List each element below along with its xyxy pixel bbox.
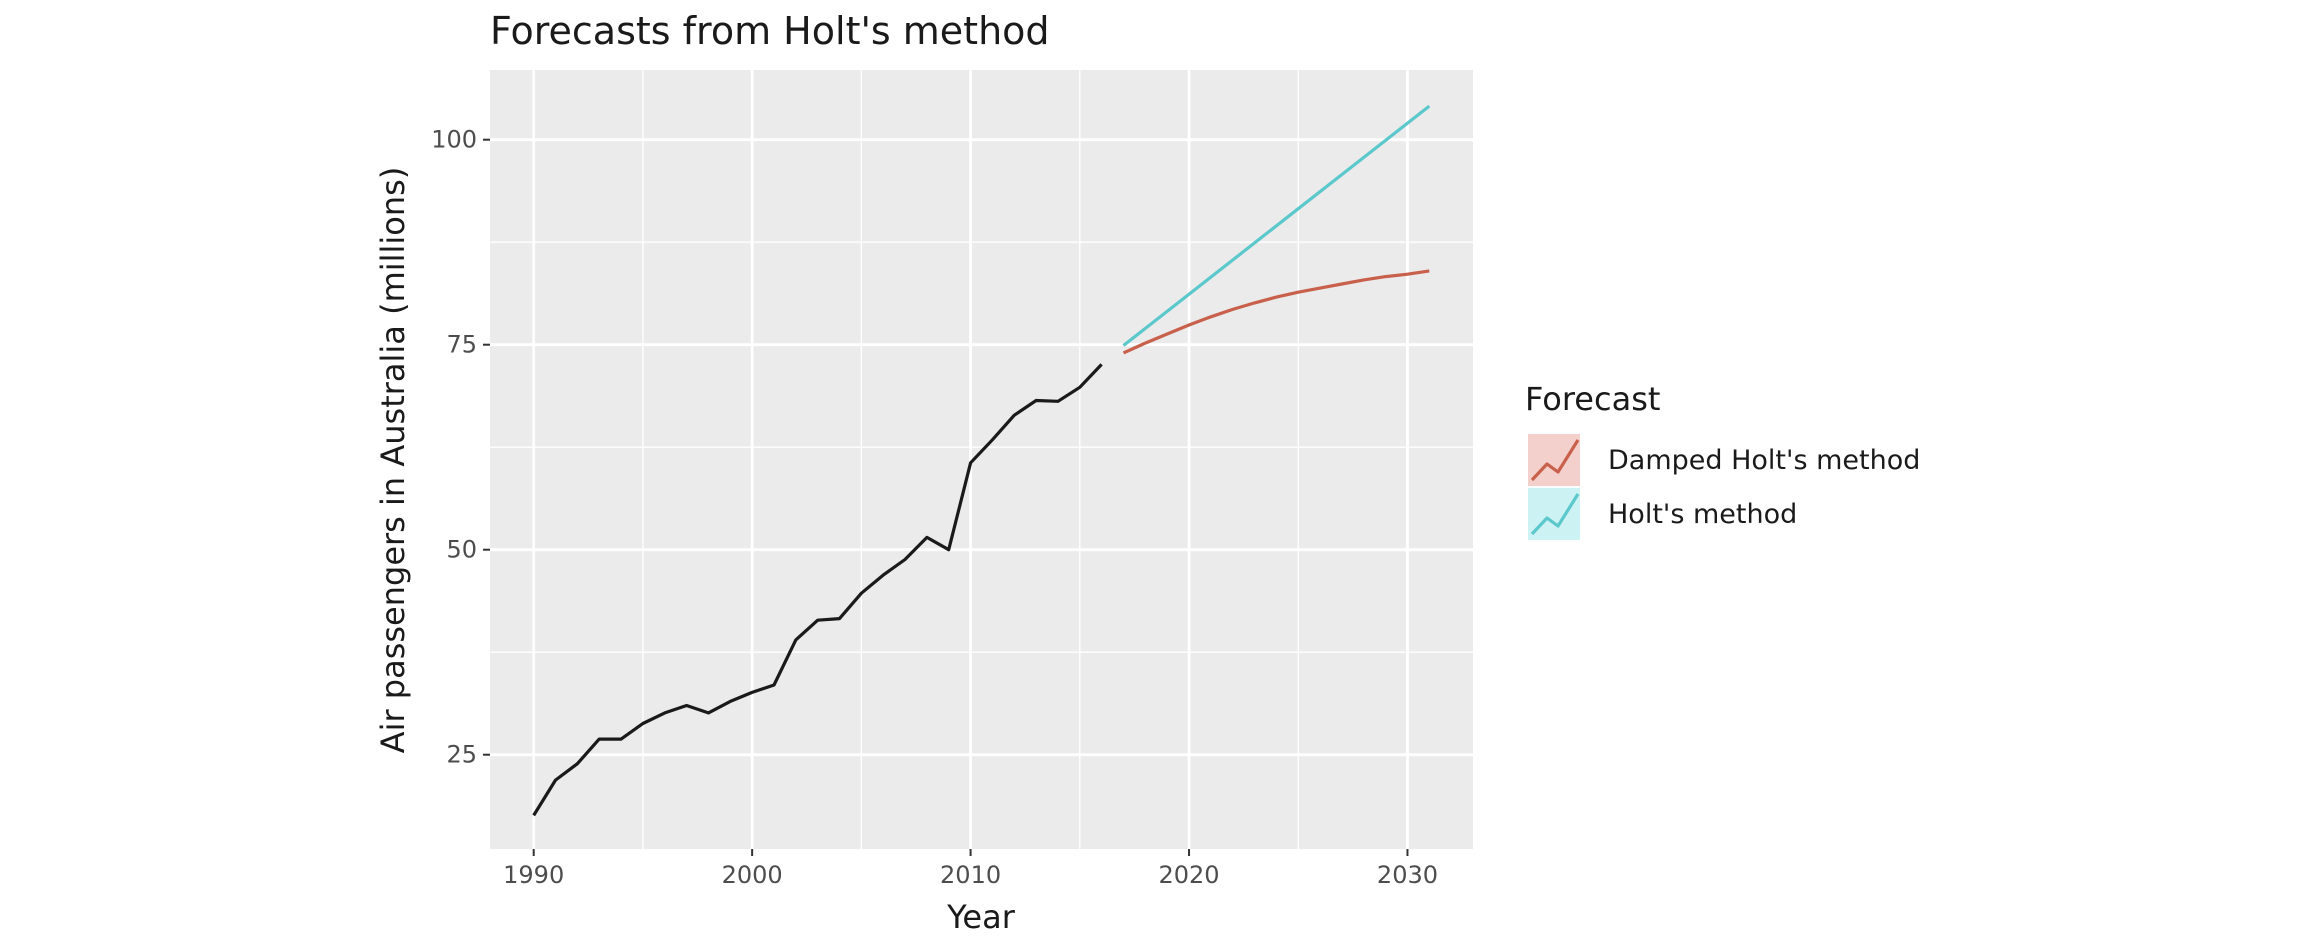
x-tick-label: 2010	[940, 861, 1001, 889]
legend-entry: Damped Holt's method	[1528, 434, 1920, 486]
y-axis-title: Air passengers in Australia (millions)	[374, 167, 412, 754]
legend-title: Forecast	[1525, 380, 1660, 418]
legend: Forecast Damped Holt's method Holt's meth…	[1525, 380, 1920, 540]
grid-major	[490, 70, 1473, 849]
y-tick-label: 100	[431, 126, 477, 154]
x-tick-label: 2000	[722, 861, 783, 889]
series-layer	[532, 104, 1431, 817]
legend-label: Damped Holt's method	[1608, 445, 1920, 476]
x-axis-title: Year	[946, 898, 1016, 936]
y-tick-label: 25	[446, 741, 477, 769]
x-tick-label: 1990	[503, 861, 564, 889]
x-tick-label: 2030	[1377, 861, 1438, 889]
y-axis: 25 50 75 100	[431, 126, 490, 769]
legend-entry: Holt's method	[1528, 488, 1797, 540]
y-tick-label: 50	[446, 536, 477, 564]
series-line-damped-holt-s-method	[1122, 269, 1430, 355]
legend-key-line	[1530, 493, 1580, 536]
x-axis: 1990 2000 2010 2020 2030	[503, 849, 1438, 889]
series-line-holt-s-method	[1122, 104, 1431, 347]
legend-label: Holt's method	[1608, 499, 1797, 530]
y-tick-label: 75	[446, 331, 477, 359]
chart-title: Forecasts from Holt's method	[490, 9, 1050, 53]
series-line-observed	[532, 363, 1103, 817]
legend-key-line	[1530, 439, 1580, 482]
grid-minor	[490, 70, 1473, 849]
legend-entries: Damped Holt's method Holt's method	[1528, 434, 1920, 540]
x-tick-label: 2020	[1158, 861, 1219, 889]
